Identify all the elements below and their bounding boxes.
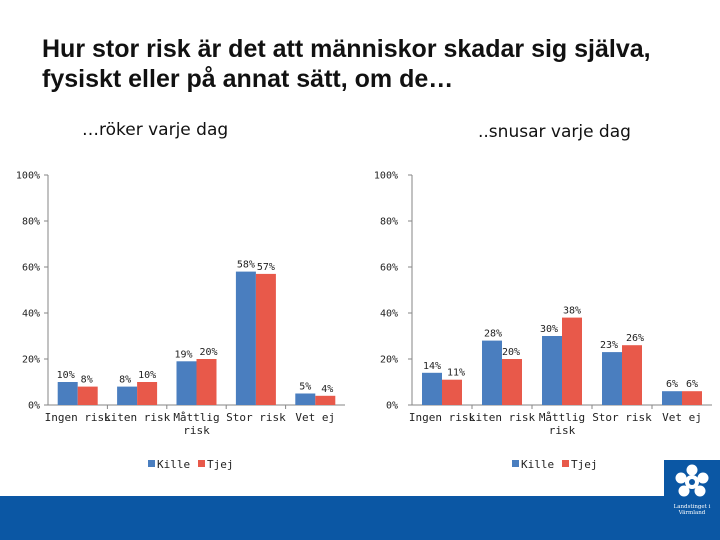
data-label: 58% — [237, 260, 255, 271]
bar-kille — [542, 336, 562, 405]
x-tick-label: Vet ej — [295, 411, 335, 424]
data-label: 6% — [666, 379, 678, 390]
x-tick-label: Ingen risk — [409, 411, 476, 424]
bar-kille — [422, 372, 442, 405]
bar-tjej — [77, 386, 98, 405]
data-label: 10% — [138, 370, 156, 381]
y-tick-label: 100% — [16, 171, 40, 182]
legend-label-tjej: Tjej — [571, 458, 598, 471]
y-tick-label: 60% — [380, 263, 398, 274]
chart-title-smoking: …röker varje dag — [82, 120, 229, 140]
data-label: 28% — [484, 329, 502, 340]
data-label: 6% — [686, 379, 698, 390]
bar-tjej — [502, 359, 522, 405]
y-tick-label: 40% — [380, 309, 398, 320]
footer-band — [0, 496, 720, 540]
data-label: 4% — [321, 384, 333, 395]
x-tick-label: Måttlig — [539, 411, 585, 424]
x-tick-label: risk — [549, 424, 576, 437]
y-tick-label: 40% — [22, 309, 40, 320]
data-label: 14% — [423, 361, 441, 372]
y-tick-label: 0% — [386, 401, 398, 412]
x-tick-label: Stor risk — [226, 411, 286, 424]
flower-logo-icon — [675, 464, 709, 497]
bar-tjej — [562, 317, 582, 405]
bar-kille — [235, 271, 256, 405]
x-tick-label: risk — [183, 424, 210, 437]
data-label: 8% — [81, 375, 93, 386]
data-label: 30% — [540, 324, 558, 335]
data-label: 10% — [57, 370, 75, 381]
bar-tjej — [622, 345, 642, 405]
x-tick-label: Vet ej — [662, 411, 702, 424]
slide-title: Hur stor risk är det att människor skada… — [42, 35, 651, 93]
x-tick-label: Stor risk — [592, 411, 652, 424]
data-label: 11% — [447, 368, 465, 379]
y-tick-label: 0% — [28, 401, 40, 412]
bar-kille — [482, 340, 502, 405]
data-label: 38% — [563, 306, 581, 317]
legend-swatch-kille — [512, 460, 519, 467]
bar-tjej — [315, 395, 336, 405]
y-tick-label: 100% — [374, 171, 398, 182]
x-tick-label: Liten risk — [469, 411, 536, 424]
bar-tjej — [255, 273, 276, 405]
bar-kille — [176, 361, 197, 405]
logo-text: Landstinget i Värmland — [673, 504, 711, 516]
x-tick-label: Måttlig — [173, 411, 219, 424]
legend-label-kille: Kille — [521, 458, 554, 471]
bar-tjej — [442, 379, 462, 405]
y-tick-label: 20% — [380, 355, 398, 366]
data-label: 20% — [199, 347, 217, 358]
data-label: 5% — [299, 382, 311, 393]
chart-title-snus: ..snusar varje dag — [478, 122, 631, 142]
legend-swatch-tjej — [562, 460, 569, 467]
x-tick-label: Liten risk — [104, 411, 171, 424]
y-tick-label: 80% — [22, 217, 40, 228]
legend-label-kille: Kille — [157, 458, 190, 471]
bar-kille — [57, 382, 78, 405]
data-label: 8% — [119, 375, 131, 386]
data-label: 19% — [174, 349, 192, 360]
bar-tjej — [682, 391, 702, 405]
y-tick-label: 60% — [22, 263, 40, 274]
landstinget-logo: Landstinget i Värmland — [664, 460, 720, 524]
bar-tjej — [196, 359, 217, 405]
bar-tjej — [137, 382, 158, 405]
data-label: 23% — [600, 340, 618, 351]
legend-swatch-tjej — [198, 460, 205, 467]
y-tick-label: 80% — [380, 217, 398, 228]
x-tick-label: Ingen risk — [45, 411, 112, 424]
bar-kille — [295, 393, 316, 405]
bar-kille — [117, 386, 138, 405]
data-label: 20% — [502, 347, 520, 358]
bar-kille — [662, 391, 682, 405]
bar-kille — [602, 352, 622, 405]
data-label: 57% — [257, 262, 275, 273]
legend-label-tjej: Tjej — [207, 458, 234, 471]
legend-swatch-kille — [148, 460, 155, 467]
data-label: 26% — [626, 333, 644, 344]
y-tick-label: 20% — [22, 355, 40, 366]
